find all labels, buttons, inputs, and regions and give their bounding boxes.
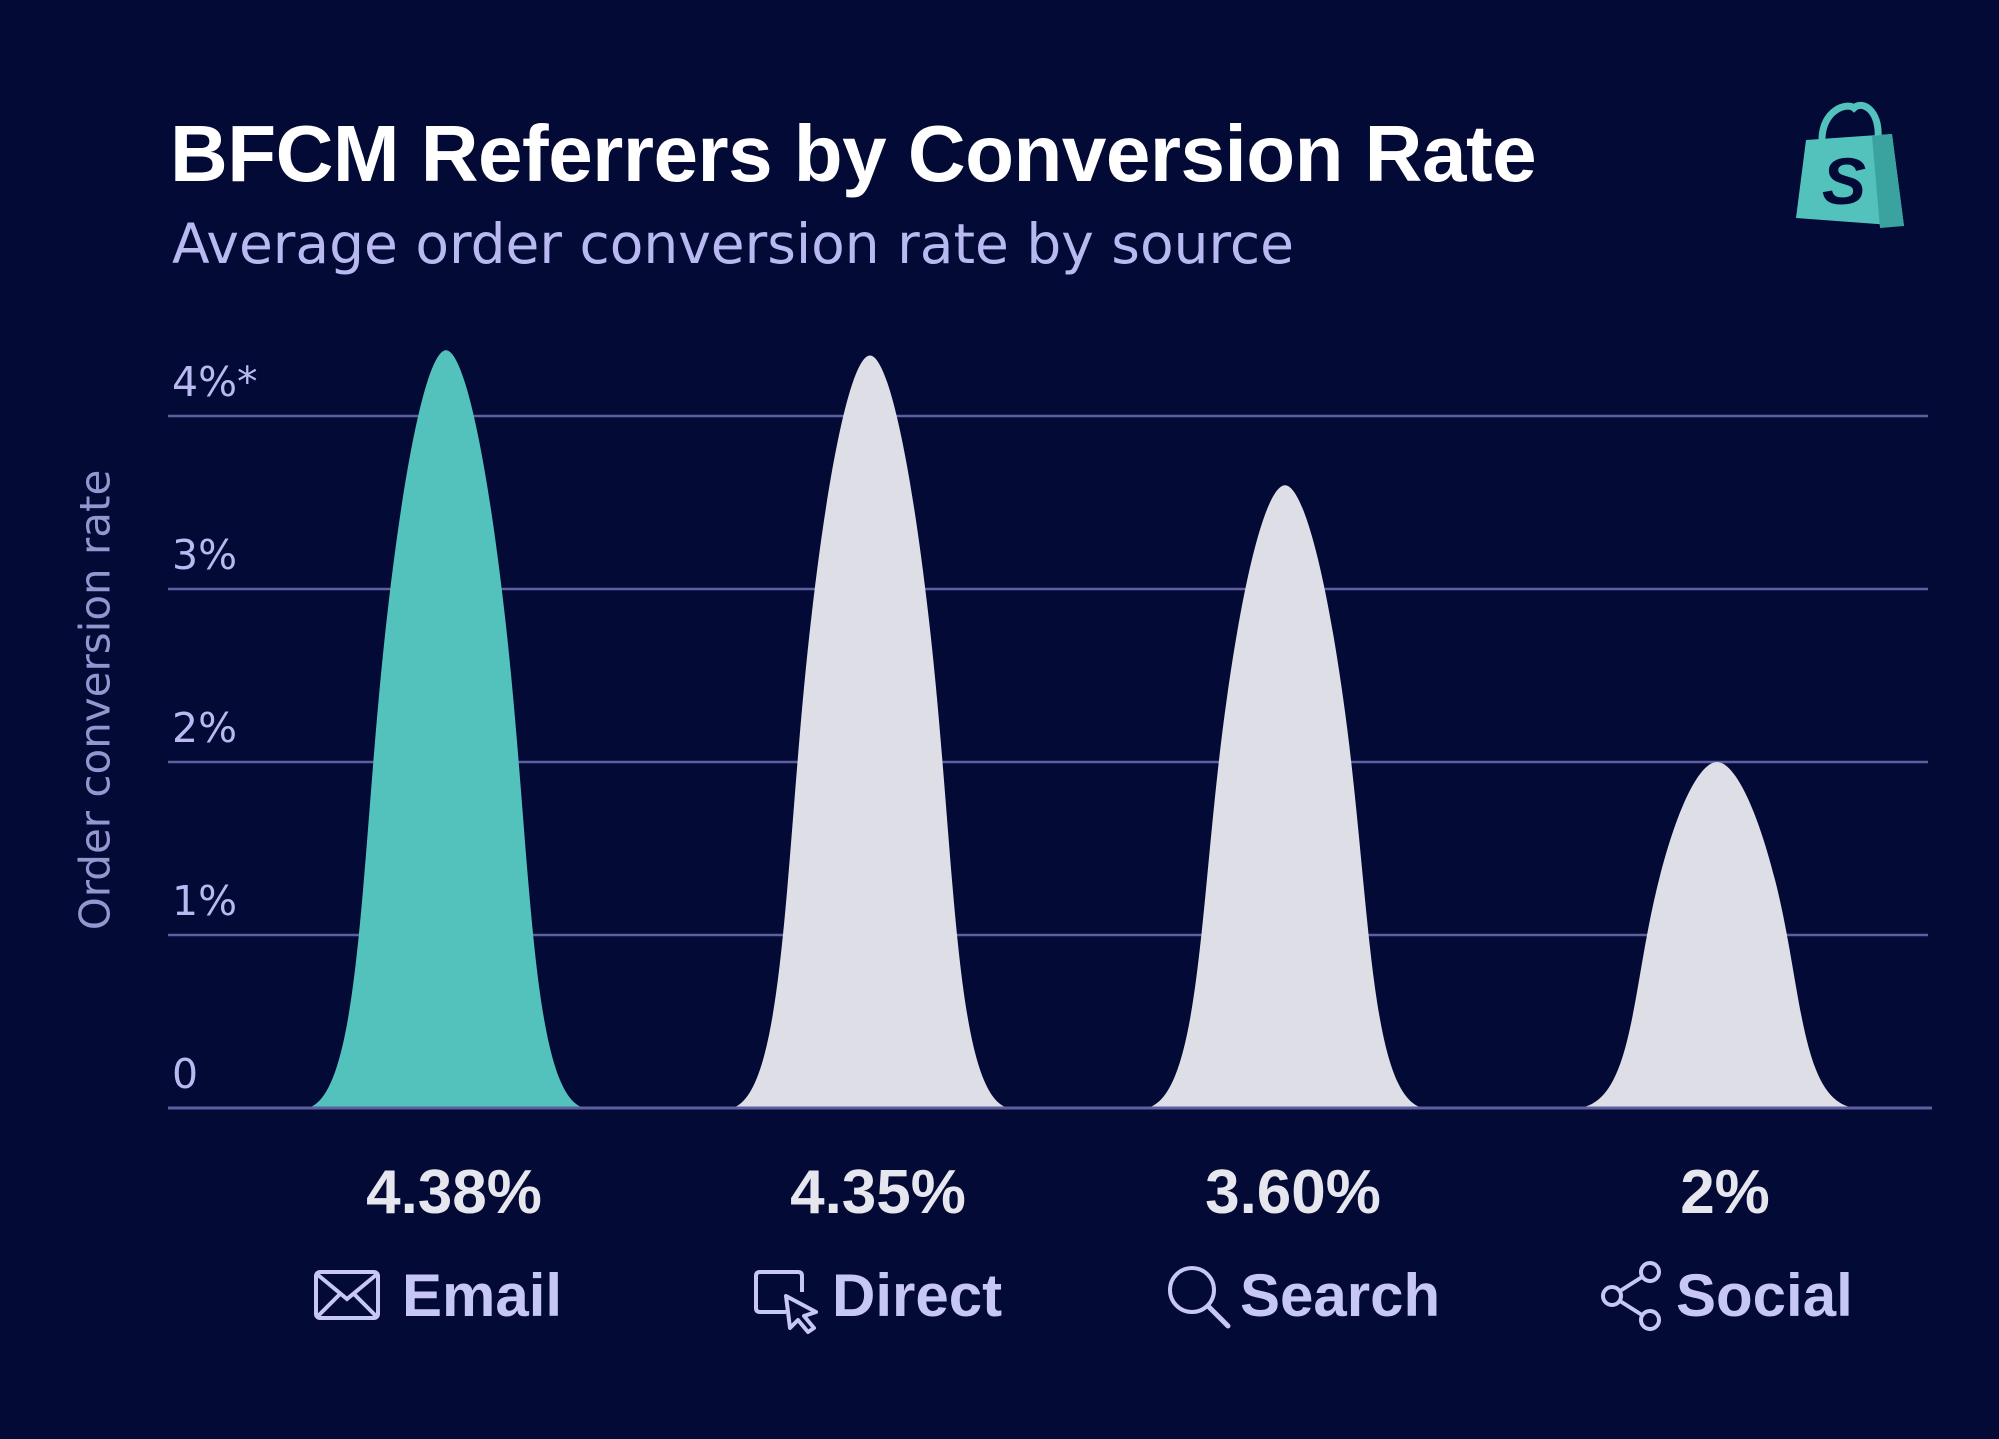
share-icon bbox=[1601, 1261, 1661, 1331]
value-label: 4.35% bbox=[790, 1158, 966, 1227]
bar-search bbox=[1147, 485, 1423, 1108]
category-label-direct: Direct bbox=[832, 1262, 1002, 1329]
svg-text:S: S bbox=[1822, 144, 1866, 218]
chart-title: BFCM Referrers by Conversion Rate bbox=[170, 109, 1537, 198]
shopify-bag-logo-icon: S bbox=[1796, 101, 1904, 228]
category-label-email: Email bbox=[402, 1262, 562, 1329]
y-tick-label: 2% bbox=[172, 704, 237, 752]
y-tick-label: 1% bbox=[172, 877, 237, 925]
value-label: 2% bbox=[1680, 1158, 1770, 1227]
y-tick-label: 4%* bbox=[172, 358, 258, 406]
bar-direct bbox=[732, 355, 1008, 1108]
y-tick-label: 3% bbox=[172, 531, 237, 579]
envelope-icon bbox=[314, 1270, 380, 1320]
category-label-search: Search bbox=[1240, 1262, 1440, 1329]
bar-email bbox=[308, 350, 584, 1108]
chart-subtitle: Average order conversion rate by source bbox=[172, 212, 1294, 276]
bar-social bbox=[1579, 762, 1855, 1108]
y-tick-label: 0 bbox=[172, 1050, 198, 1098]
value-label: 3.60% bbox=[1205, 1158, 1381, 1227]
category-label-social: Social bbox=[1676, 1262, 1853, 1329]
cursor-screen-icon bbox=[754, 1270, 818, 1334]
search-icon bbox=[1168, 1266, 1231, 1329]
value-label: 4.38% bbox=[366, 1158, 542, 1227]
